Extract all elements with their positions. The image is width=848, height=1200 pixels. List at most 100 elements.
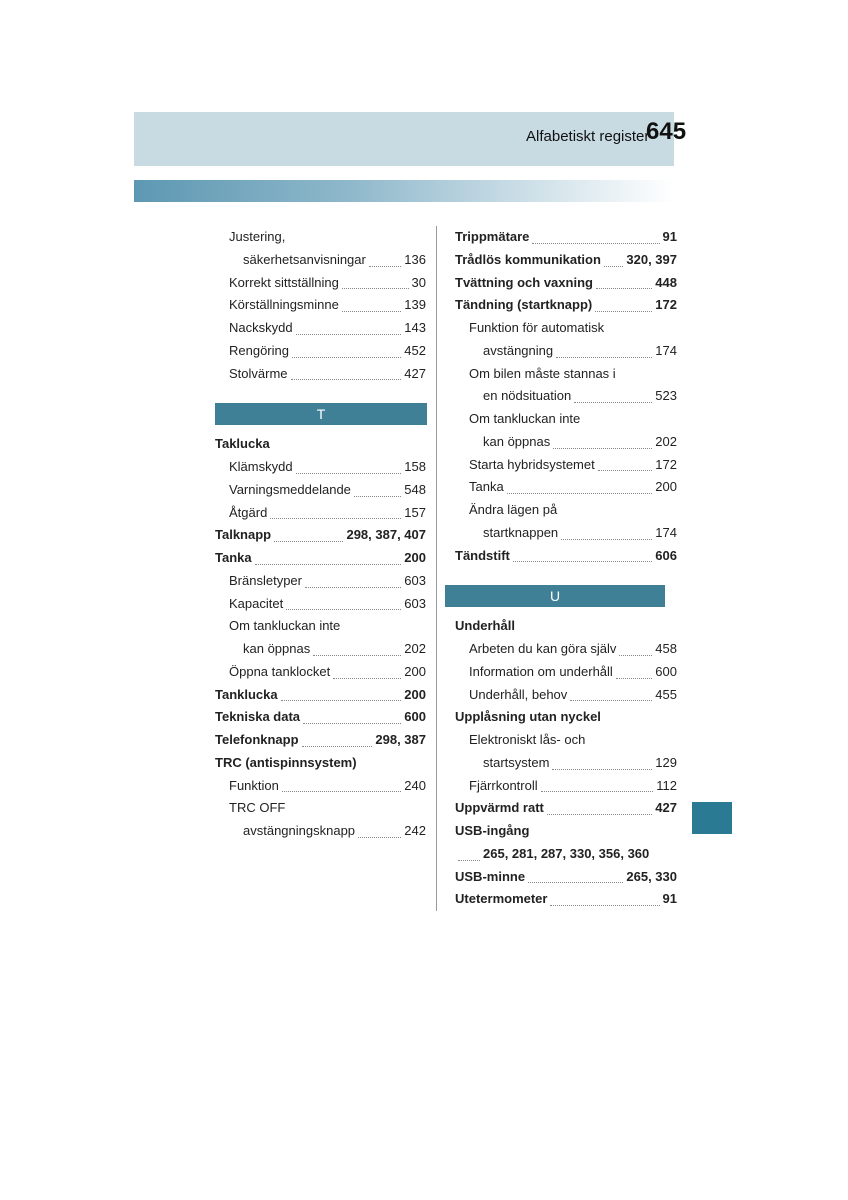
index-label: Nackskydd: [229, 317, 293, 340]
index-label: Information om underhåll: [469, 661, 613, 684]
leader-dots: [570, 700, 652, 701]
index-page-ref: 265, 330: [626, 866, 677, 889]
index-label: Rengöring: [229, 340, 289, 363]
index-page-ref: 112: [656, 775, 677, 798]
index-entry: Upplåsning utan nyckel: [455, 706, 677, 729]
index-label: avstängningsknapp: [243, 820, 355, 843]
leader-dots: [296, 473, 402, 474]
leader-dots: [552, 769, 652, 770]
index-entry: USB-ingång: [455, 820, 677, 843]
index-entry: Klämskydd158: [215, 456, 426, 479]
index-page-ref: 606: [655, 545, 677, 568]
index-label: USB-minne: [455, 866, 525, 889]
leader-dots: [541, 791, 654, 792]
index-page-ref: 202: [655, 431, 677, 454]
index-page-ref: 242: [404, 820, 426, 843]
index-label: Starta hybridsystemet: [469, 454, 595, 477]
leader-dots: [358, 837, 401, 838]
index-entry: Elektroniskt lås- och: [455, 729, 677, 752]
index-label: Underhåll, behov: [469, 684, 567, 707]
index-page-ref: 240: [404, 775, 426, 798]
index-entry: Nackskydd143: [215, 317, 426, 340]
index-entry: Åtgärd157: [215, 502, 426, 525]
leader-dots: [561, 539, 652, 540]
index-entry: Funktion för automatisk: [455, 317, 677, 340]
leader-dots: [342, 311, 401, 312]
index-entry: kan öppnas 202: [215, 638, 426, 661]
index-entry: Tanka 200: [455, 476, 677, 499]
index-page-ref: 603: [404, 570, 426, 593]
index-page-ref: 548: [404, 479, 426, 502]
leader-dots: [305, 587, 401, 588]
leader-dots: [354, 496, 401, 497]
index-label: Tanka: [469, 476, 504, 499]
index-content: Justering,säkerhetsanvisningar136Korrekt…: [215, 226, 677, 911]
index-label: Tändstift: [455, 545, 510, 568]
index-label: Korrekt sittställning: [229, 272, 339, 295]
index-label: Talknapp: [215, 524, 271, 547]
index-page-ref: 30: [412, 272, 426, 295]
index-entry: Taklucka: [215, 433, 426, 456]
index-label: Tekniska data: [215, 706, 300, 729]
index-label: Telefonknapp: [215, 729, 299, 752]
index-label: kan öppnas: [243, 638, 310, 661]
leader-dots: [595, 311, 652, 312]
index-page-ref: 200: [404, 547, 426, 570]
leader-dots: [507, 493, 653, 494]
index-entry: Information om underhåll600: [455, 661, 677, 684]
index-page-ref: 91: [663, 226, 677, 249]
leader-dots: [547, 814, 652, 815]
leader-dots: [270, 518, 401, 519]
leader-dots: [553, 448, 652, 449]
index-page-ref: 427: [655, 797, 677, 820]
index-entry: Tändstift 606: [455, 545, 677, 568]
index-label: Arbeten du kan göra själv: [469, 638, 616, 661]
index-entry: Bränsletyper 603: [215, 570, 426, 593]
index-page-ref: 139: [404, 294, 426, 317]
index-label: Körställningsminne: [229, 294, 339, 317]
leader-dots: [313, 655, 401, 656]
index-label: startknappen: [483, 522, 558, 545]
index-entry: Tekniska data 600: [215, 706, 426, 729]
index-entry: Tändning (startknapp)172: [455, 294, 677, 317]
index-page-ref: 600: [404, 706, 426, 729]
index-entry: Arbeten du kan göra själv458: [455, 638, 677, 661]
index-page-ref: 202: [404, 638, 426, 661]
index-entry: Trådlös kommunikation320, 397: [455, 249, 677, 272]
leader-dots: [291, 379, 402, 380]
index-entry: Tanklucka 200: [215, 684, 426, 707]
index-column-right: Trippmätare91Trådlös kommunikation320, 3…: [455, 226, 677, 911]
leader-dots: [616, 678, 652, 679]
index-entry: Underhåll: [455, 615, 677, 638]
leader-dots: [296, 334, 402, 335]
leader-dots: [281, 700, 402, 701]
index-label: Tanka: [215, 547, 252, 570]
index-entry: TRC OFF: [215, 797, 426, 820]
index-entry: Fjärrkontroll112: [455, 775, 677, 798]
index-label: Kapacitet: [229, 593, 283, 616]
index-entry: avstängningsknapp 242: [215, 820, 426, 843]
leader-dots: [513, 561, 652, 562]
index-page-ref: 172: [655, 454, 677, 477]
index-page-ref: 91: [663, 888, 677, 911]
leader-dots: [333, 678, 401, 679]
leader-dots: [369, 266, 401, 267]
section-header-u: U: [445, 585, 665, 607]
index-label: Tanklucka: [215, 684, 278, 707]
index-entry: Rengöring452: [215, 340, 426, 363]
leader-dots: [604, 266, 623, 267]
index-entry: Talknapp298, 387, 407: [215, 524, 426, 547]
index-page-ref: 200: [404, 684, 426, 707]
index-label: Bränsletyper: [229, 570, 302, 593]
index-page-ref: 172: [655, 294, 677, 317]
index-label: Klämskydd: [229, 456, 293, 479]
index-page-ref: 320, 397: [626, 249, 677, 272]
leader-dots: [528, 882, 623, 883]
index-label: startsystem: [483, 752, 549, 775]
index-entry: Tvättning och vaxning448: [455, 272, 677, 295]
index-page-ref: 200: [655, 476, 677, 499]
leader-dots: [286, 609, 401, 610]
index-entry: Trippmätare91: [455, 226, 677, 249]
index-page-ref: 174: [655, 522, 677, 545]
leader-dots: [274, 541, 343, 542]
